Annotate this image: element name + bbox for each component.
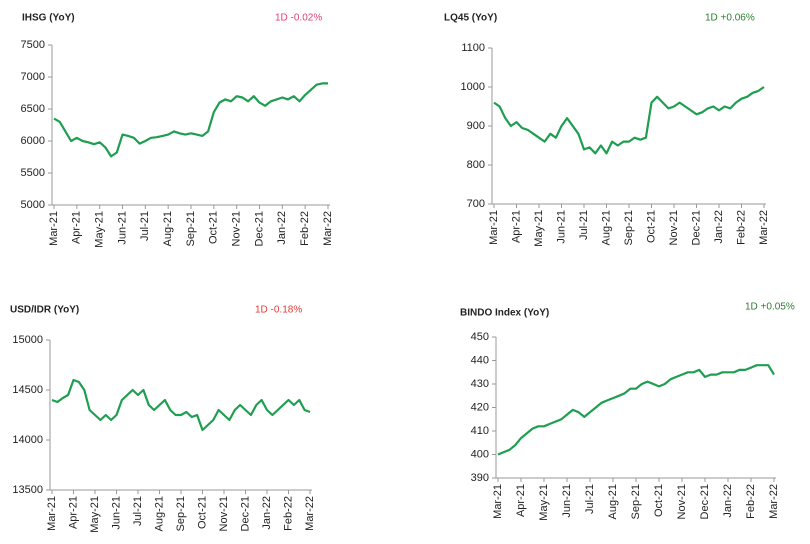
x-tick-label: Jan-22 [261,496,273,530]
y-tick-label: 450 [471,331,489,343]
price-line [497,364,775,456]
x-tick-label: Apr-21 [515,484,527,517]
y-tick-label: 430 [471,378,489,390]
price-line [51,378,311,432]
y-tick-label: 400 [471,448,489,460]
x-tick-label: Sep-21 [623,210,635,245]
x-tick-label: Dec-21 [253,211,265,246]
y-tick-label: 440 [471,354,489,366]
x-tick-label: Jan-22 [713,210,725,244]
x-tick-label: Mar-21 [488,210,500,245]
annotation: 1D +0.05% [745,302,795,313]
x-tick-label: Nov-21 [218,496,230,531]
x-tick-label: Apr-21 [510,210,522,243]
x-tick-label: Jul-21 [578,210,590,240]
x-tick-label: Aug-21 [162,211,174,246]
x-tick-label: Jul-21 [132,496,144,526]
x-tick-label: Nov-21 [668,210,680,245]
y-tick-label: 390 [471,472,489,484]
x-tick-label: Sep-21 [185,211,197,246]
x-tick-label: Mar-22 [304,496,316,531]
x-tick-label: Mar-22 [758,210,770,245]
x-tick-label: Feb-22 [282,496,294,531]
x-tick-label: Dec-21 [699,484,711,519]
x-tick-label: May-21 [538,484,550,521]
x-tick-label: Jan-22 [722,484,734,518]
x-tick-label: May-21 [94,211,106,248]
chart-title: IHSG (YoY) [22,13,75,24]
x-tick-label: Jul-21 [139,211,151,241]
x-tick-label: Apr-21 [67,496,79,529]
chart-title: BINDO Index (YoY) [460,308,549,319]
y-tick-label: 6000 [21,135,45,147]
annotation: 1D -0.02% [275,13,322,24]
y-tick-label: 1000 [461,81,485,93]
x-tick-label: Sep-21 [175,496,187,531]
x-tick-label: Mar-21 [48,211,60,246]
y-tick-label: 700 [467,198,485,210]
x-tick-label: Feb-22 [745,484,757,519]
y-tick-label: 1100 [461,42,485,54]
annotation: 1D +0.06% [705,13,755,24]
x-tick-label: Jun-21 [555,210,567,244]
y-tick-label: 13500 [12,484,43,496]
x-tick-label: Mar-21 [46,496,58,531]
chart-title: USD/IDR (YoY) [10,305,79,316]
annotation: 1D -0.18% [255,305,302,316]
y-tick-label: 7500 [21,39,45,51]
y-tick-label: 6500 [21,103,45,115]
x-tick-label: Apr-21 [71,211,83,244]
y-tick-label: 5500 [21,167,45,179]
x-tick-label: Oct-21 [208,211,220,244]
y-tick-label: 410 [471,425,489,437]
x-tick-label: Dec-21 [239,496,251,531]
y-tick-label: 14000 [12,434,43,446]
x-tick-label: Nov-21 [676,484,688,519]
x-tick-label: Feb-22 [735,210,747,245]
x-tick-label: Mar-21 [492,484,504,519]
x-tick-label: Sep-21 [630,484,642,519]
x-tick-label: Aug-21 [600,210,612,245]
x-tick-label: Aug-21 [153,496,165,531]
x-tick-label: Nov-21 [231,211,243,246]
x-tick-label: Jun-21 [561,484,573,518]
x-tick-label: Oct-21 [196,496,208,529]
x-tick-label: Mar-22 [322,211,334,246]
x-tick-label: Aug-21 [607,484,619,519]
x-tick-label: May-21 [533,210,545,247]
chart-title: LQ45 (YoY) [444,13,497,24]
y-tick-label: 5000 [21,199,45,211]
price-line [493,86,765,155]
x-tick-label: Feb-22 [299,211,311,246]
x-tick-label: Jun-21 [116,211,128,245]
x-tick-label: Jul-21 [584,484,596,514]
y-tick-label: 7000 [21,71,45,83]
y-tick-label: 14500 [12,384,43,396]
x-tick-label: Jan-22 [276,211,288,245]
y-tick-label: 900 [467,120,485,132]
x-tick-label: May-21 [89,496,101,533]
x-tick-label: Oct-21 [653,484,665,517]
price-line [53,82,328,158]
x-tick-label: Jun-21 [110,496,122,530]
y-tick-label: 800 [467,159,485,171]
y-tick-label: 420 [471,401,489,413]
x-tick-label: Dec-21 [690,210,702,245]
y-tick-label: 15000 [12,334,43,346]
x-tick-label: Oct-21 [645,210,657,243]
x-tick-label: Mar-22 [768,484,780,519]
